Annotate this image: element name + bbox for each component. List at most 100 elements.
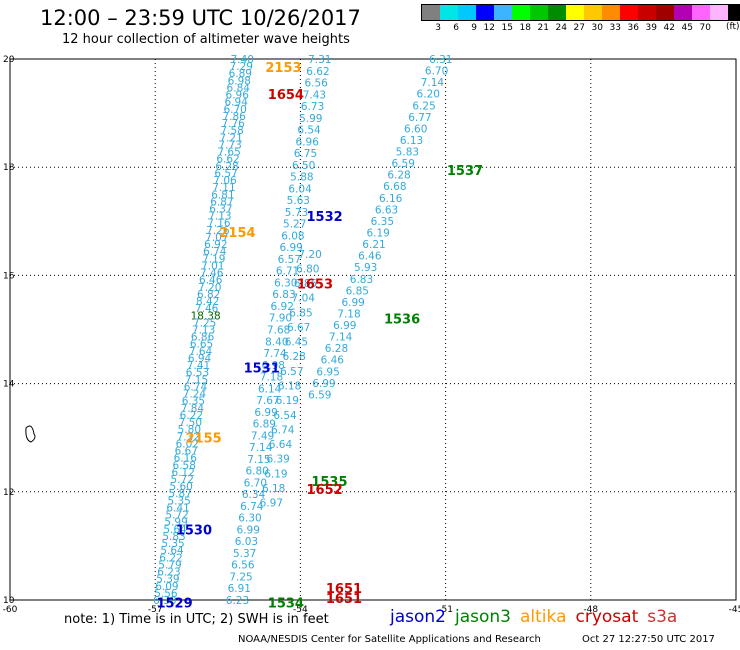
swh-value: 6.70 [425,66,448,78]
pass-label-jason2: 1530 [176,524,212,539]
color-scale: 3 6 9 12 15 18 21 24 27 30 33 36 39 42 45 70 (ft) [421,4,740,35]
scale-swatch [584,5,602,20]
swh-value: 7.13 [192,325,215,337]
scale-tick-label: 6 [453,23,459,33]
swh-value: 5.39 [156,574,179,586]
swh-value: 5.79 [158,559,181,571]
swh-value: 6.18 [262,483,285,495]
scale-swatch [422,5,440,20]
lon-tick-label: -45 [729,605,740,615]
scale-swatch [566,5,584,20]
satellite-legend: jason2 jason3 altika cryosat s3a [390,607,686,627]
satellite-tracks: 7.407.296.896.986.846.966.946.707.867.76… [153,54,452,607]
swh-value: 6.22 [159,552,182,564]
swh-value: 6.85 [346,285,369,297]
swh-value: 5.99 [299,113,322,125]
swh-value: 6.46 [321,355,345,367]
swh-value: 5.72 [165,510,188,522]
swh-value: 6.70 [244,477,267,489]
swh-value: 5.37 [233,548,256,560]
scale-swatch [440,5,458,20]
swh-value: 6.87 [210,196,233,208]
swh-value: 6.35 [371,216,394,228]
swh-value: 6.68 [383,181,406,193]
swh-value: 7.76 [221,118,245,130]
swh-value: 7.13 [208,211,231,223]
swh-value: 6.99 [341,297,364,309]
swh-value: 7.20 [198,282,221,294]
track-1654: 7.407.296.896.986.846.966.946.707.867.76… [153,54,254,607]
swh-value: 5.64 [160,545,184,557]
swh-value: 6.85 [289,307,312,319]
scale-tick-label: 30 [591,23,603,33]
track-1653: 7.316.626.567.436.735.996.546.966.756.50… [226,54,332,607]
swh-value: 5.99 [164,517,187,529]
scale-tick-label: 3 [435,23,441,33]
swh-value: 6.96 [226,90,250,102]
swh-value: 6.13 [400,135,423,147]
pass-label-altika: 2153 [265,61,301,76]
swh-value: 6.54 [273,410,297,422]
pass-label-cryosat: 1653 [297,278,333,293]
island-outline [25,425,36,443]
swh-value: 6.08 [281,230,304,242]
color-scale-unit: (ft) [726,22,740,32]
lon-tick-label: -51 [438,605,453,615]
pass-label-altika: 2154 [219,226,255,241]
swh-value: 6.71 [276,266,299,278]
swh-value: 5.35 [167,495,190,507]
swh-value: 6.82 [197,289,220,301]
pass-time-labels: 2153 1654 1537 1532 2154 1653 1536 1531 2155 1535… [156,61,483,612]
scale-tick-label: 45 [681,23,693,33]
swh-value: 6.67 [287,322,310,334]
scale-tick-label: 12 [483,23,495,33]
swh-value: 6.02 [176,438,199,450]
swh-value: 7.25 [229,571,252,583]
swh-value: 6.73 [301,101,324,113]
swh-value: 6.57 [278,254,301,266]
lon-tick-label: -57 [148,605,163,615]
swh-value: 6.56 [304,78,328,90]
scale-tick-label: 70 [699,23,711,33]
lat-lon-grid [9,58,737,601]
swh-value: 7.07 [205,232,228,244]
swh-value: 6.62 [216,154,239,166]
pass-label-jason2: 1531 [244,361,280,376]
swh-value: 5.93 [354,262,377,274]
swh-value: 5.72 [171,474,194,486]
swh-value: 6.94 [225,97,249,109]
swh-value: 6.23 [226,595,249,607]
pass-label-cryosat: 1651 [326,592,362,607]
map-subtitle: 12 hour collection of altimeter wave hei… [62,32,350,47]
swh-value: 7.41 [187,360,210,372]
swh-value: 6.37 [209,203,232,215]
swh-value: 6.16 [174,453,198,465]
swh-value: 6.83 [272,289,295,301]
swh-value: 5.73 [285,207,308,219]
swh-value: 18.38 [191,310,221,322]
swh-value: 7.68 [267,325,290,337]
swh-value: 6.92 [271,301,294,313]
swh-value: 6.80 [296,263,319,275]
swh-value: 6.59 [392,158,415,170]
swh-value: 6.74 [240,501,264,513]
scale-swatch [656,5,674,20]
swh-value: 6.81 [211,189,234,201]
pass-label-altika: 2155 [186,432,222,447]
swh-value: 8.42 [196,296,219,308]
pass-label-cryosat: 1652 [307,483,343,498]
swh-value: 6.62 [306,66,329,78]
scale-swatch [638,5,656,20]
swh-value: 6.99 [333,320,356,332]
swh-value: 7.43 [303,89,326,101]
swh-value: 6.84 [227,82,251,94]
swh-value: 6.65 [190,339,213,351]
lat-tick-label: 12 [3,488,14,498]
pass-label-jason3: 1537 [447,164,483,179]
swh-value: 7.86 [222,111,246,123]
swh-value: 6.30 [238,513,261,525]
swh-value: 6.19 [276,395,299,407]
swh-value: 6.20 [417,89,440,101]
swh-value: 6.21 [362,239,385,251]
footer-credit: NOAA/NESDIS Center for Satellite Applica… [238,634,541,645]
